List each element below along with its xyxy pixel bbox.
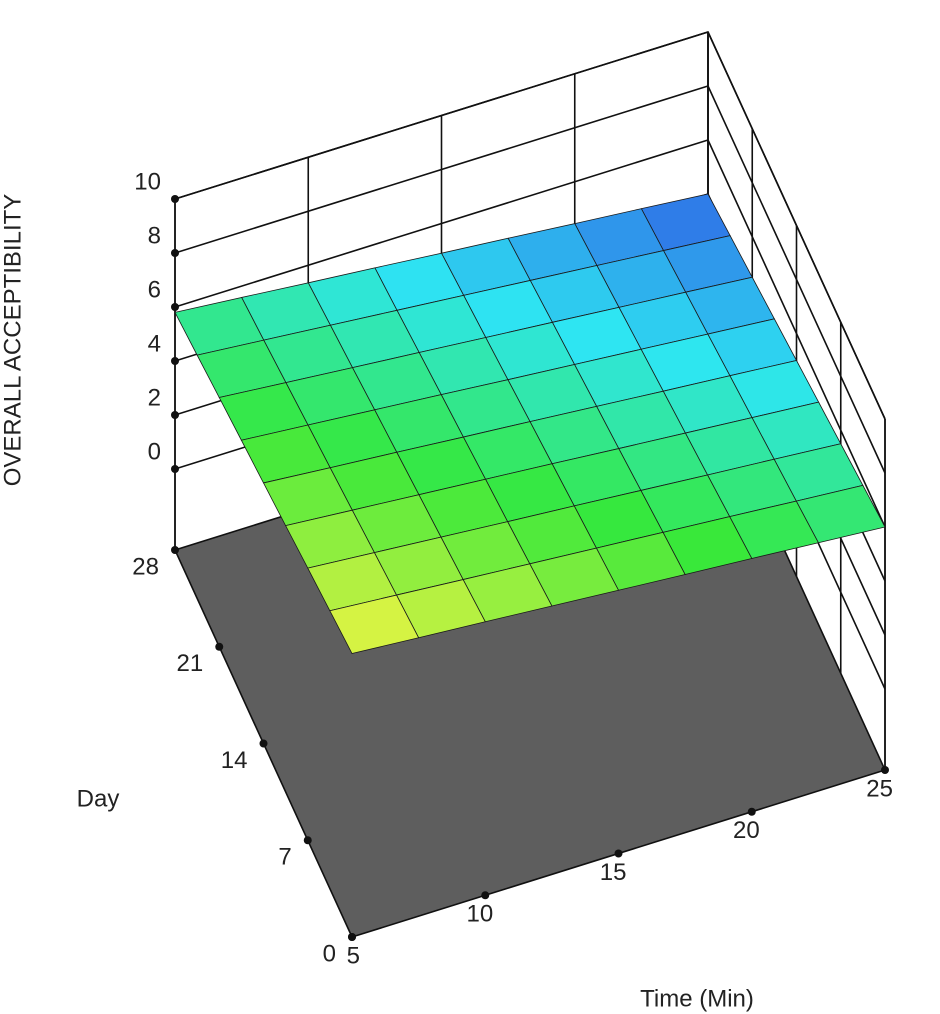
- y-tick: [259, 739, 268, 748]
- y-tick-label: 7: [278, 844, 291, 871]
- y-tick: [348, 933, 356, 941]
- side-wall-grid: [707, 85, 886, 474]
- x-tick: [747, 807, 756, 816]
- x-tick-label: 15: [600, 859, 627, 886]
- back-wall-grid: [174, 139, 709, 308]
- y-tick-label: 21: [177, 650, 204, 677]
- y-tick: [303, 836, 312, 845]
- z-axis-title: OVERALL ACCEPTIBILITY: [0, 194, 26, 487]
- y-tick-label: 0: [323, 940, 336, 967]
- z-tick-label: 2: [148, 384, 161, 411]
- box-edge: [174, 31, 886, 420]
- y-tick-label: 28: [132, 553, 159, 580]
- z-tick-label: 0: [148, 438, 161, 465]
- x-tick-label: 20: [733, 817, 760, 844]
- x-tick-label: 5: [347, 942, 360, 969]
- z-tick-label: 6: [148, 276, 161, 303]
- z-tick-label: 10: [134, 168, 161, 195]
- y-tick-label: 14: [221, 747, 248, 774]
- x-tick: [481, 891, 490, 900]
- z-tick-label: 8: [148, 222, 161, 249]
- x-axis-title: Time (Min): [640, 985, 754, 1012]
- z-tick-label: 4: [148, 330, 161, 357]
- x-tick-label: 25: [866, 775, 893, 802]
- x-tick: [881, 766, 889, 774]
- side-wall-grid: [707, 139, 886, 528]
- y-tick: [171, 546, 179, 554]
- back-wall-grid: [174, 85, 709, 254]
- y-tick: [215, 642, 224, 651]
- y-axis-title: Day: [77, 785, 120, 812]
- x-tick-label: 10: [467, 901, 494, 928]
- surface-cell: [329, 594, 420, 654]
- x-tick: [614, 849, 623, 858]
